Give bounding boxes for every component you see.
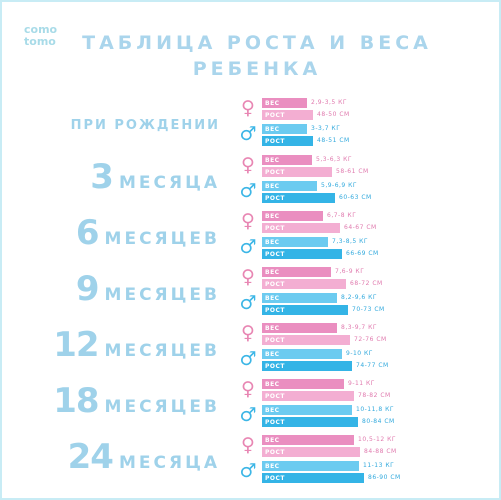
girl-height-bar: РОСТ	[262, 335, 350, 345]
male-sign-icon: ♂	[239, 180, 257, 202]
girl-height-value: 58-61 СМ	[336, 168, 369, 175]
boy-weight-value: 5,9-6,9 КГ	[321, 182, 358, 189]
boy-weight-value: 7,3-8,5 КГ	[332, 238, 369, 245]
boy-weight-bar: ВЕС	[262, 124, 307, 134]
girl-height-value: 78-82 СМ	[358, 392, 391, 399]
male-sign-icon: ♂	[239, 404, 257, 426]
girl-height-value: 68-72 СМ	[350, 280, 383, 287]
logo-line-1: como	[24, 23, 58, 36]
girl-weight-value: 10,5-12 КГ	[358, 436, 396, 443]
age-label: 24 МЕСЯЦА	[20, 437, 220, 477]
girl-weight-bar: ВЕС	[262, 379, 344, 389]
girl-height-value: 72-76 СМ	[354, 336, 387, 343]
logo-line-2: tomo	[24, 35, 56, 48]
girl-height-bar: РОСТ	[262, 447, 360, 457]
boy-height-value: 66-69 СМ	[346, 250, 379, 257]
girl-weight-value: 9-11 КГ	[348, 380, 375, 387]
boy-height-value: 80-84 СМ	[362, 418, 395, 425]
age-label: 3 МЕСЯЦА	[20, 157, 220, 197]
boy-height-bar: РОСТ	[262, 305, 348, 315]
boy-height-bar: РОСТ	[262, 193, 335, 203]
girl-height-bar: РОСТ	[262, 167, 332, 177]
girl-weight-bar: ВЕС	[262, 323, 337, 333]
age-number: 24	[67, 437, 114, 477]
female-sign-icon: ♀	[241, 97, 255, 119]
age-unit: МЕСЯЦЕВ	[104, 285, 220, 305]
girl-weight-value: 5,3-6,3 КГ	[316, 156, 353, 163]
girl-height-bar: РОСТ	[262, 279, 346, 289]
boy-weight-value: 10-11,8 КГ	[356, 406, 394, 413]
girl-height-value: 64-67 СМ	[344, 224, 377, 231]
age-number: 12	[53, 325, 99, 365]
age-number: 9	[75, 269, 100, 309]
male-sign-icon: ♂	[239, 348, 257, 370]
boy-height-bar: РОСТ	[262, 473, 364, 483]
female-sign-icon: ♀	[241, 210, 255, 232]
boy-weight-value: 9-10 КГ	[346, 350, 373, 357]
age-label: 12 МЕСЯЦЕВ	[20, 325, 220, 365]
girl-height-bar: РОСТ	[262, 391, 354, 401]
boy-weight-bar: ВЕС	[262, 405, 352, 415]
boy-height-bar: РОСТ	[262, 417, 358, 427]
boy-height-value: 60-63 СМ	[339, 194, 372, 201]
boy-height-value: 74-77 СМ	[356, 362, 389, 369]
girl-weight-bar: ВЕС	[262, 211, 323, 221]
age-unit: МЕСЯЦЕВ	[104, 229, 220, 249]
page-title-line-1: ТАБЛИЦА РОСТА И ВЕСА	[82, 32, 432, 54]
boy-weight-bar: ВЕС	[262, 181, 317, 191]
age-unit: МЕСЯЦЕВ	[104, 341, 220, 361]
age-number: 6	[75, 213, 100, 253]
boy-height-value: 48-51 СМ	[317, 137, 350, 144]
male-sign-icon: ♂	[239, 123, 257, 145]
boy-weight-value: 11-13 КГ	[363, 462, 395, 469]
boy-weight-bar: ВЕС	[262, 237, 328, 247]
girl-weight-bar: ВЕС	[262, 267, 331, 277]
male-sign-icon: ♂	[239, 236, 257, 258]
age-text: ПРИ РОЖДЕНИИ	[70, 118, 220, 133]
age-unit: МЕСЯЦА	[118, 173, 220, 193]
girl-height-bar: РОСТ	[262, 110, 313, 120]
girl-weight-bar: ВЕС	[262, 155, 312, 165]
female-sign-icon: ♀	[241, 378, 255, 400]
girl-weight-value: 8,3-9,7 КГ	[341, 324, 378, 331]
girl-weight-value: 6,7-8 КГ	[327, 212, 357, 219]
age-label: 6 МЕСЯЦЕВ	[20, 213, 220, 253]
female-sign-icon: ♀	[241, 266, 255, 288]
boy-height-value: 86-90 СМ	[368, 474, 401, 481]
girl-weight-bar: ВЕС	[262, 98, 307, 108]
boy-height-bar: РОСТ	[262, 249, 342, 259]
girl-height-bar: РОСТ	[262, 223, 340, 233]
girl-weight-value: 2,9-3,5 КГ	[311, 99, 348, 106]
boy-weight-bar: ВЕС	[262, 349, 342, 359]
male-sign-icon: ♂	[239, 460, 257, 482]
girl-height-value: 48-50 СМ	[317, 111, 350, 118]
age-number: 18	[53, 381, 99, 421]
age-unit: МЕСЯЦЕВ	[104, 397, 220, 417]
boy-weight-value: 3-3,7 КГ	[311, 125, 341, 132]
age-label: 18 МЕСЯЦЕВ	[20, 381, 220, 421]
girl-weight-bar: ВЕС	[262, 435, 354, 445]
page-title-line-2: РЕБЕНКА	[192, 58, 322, 80]
boy-height-bar: РОСТ	[262, 361, 352, 371]
boy-weight-bar: ВЕС	[262, 461, 359, 471]
boy-weight-bar: ВЕС	[262, 293, 337, 303]
brand-logo: como tomo	[24, 24, 57, 48]
age-unit: МЕСЯЦА	[118, 453, 220, 473]
age-label: ПРИ РОЖДЕНИИ	[20, 118, 220, 133]
boy-weight-value: 8,2-9,6 КГ	[341, 294, 378, 301]
age-label: 9 МЕСЯЦЕВ	[20, 269, 220, 309]
boy-height-bar: РОСТ	[262, 136, 313, 146]
female-sign-icon: ♀	[241, 434, 255, 456]
girl-weight-value: 7,6-9 КГ	[335, 268, 365, 275]
male-sign-icon: ♂	[239, 292, 257, 314]
female-sign-icon: ♀	[241, 322, 255, 344]
girl-height-value: 84-88 СМ	[364, 448, 397, 455]
age-number: 3	[90, 157, 114, 197]
female-sign-icon: ♀	[241, 154, 255, 176]
boy-height-value: 70-73 СМ	[352, 306, 385, 313]
